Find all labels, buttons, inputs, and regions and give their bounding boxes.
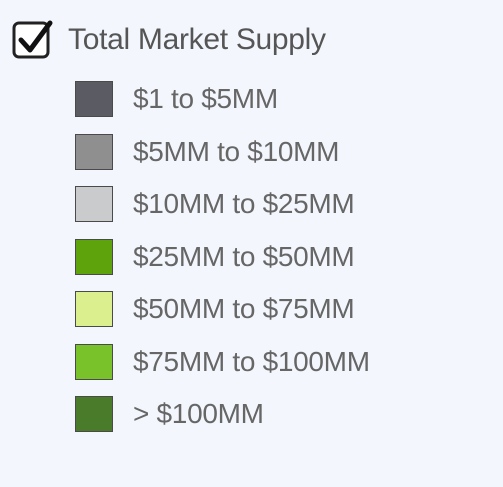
legend-swatch — [75, 396, 113, 432]
legend-swatch — [75, 81, 113, 117]
legend-label: $1 to $5MM — [133, 83, 278, 114]
legend-item: $75MM to $100MM — [75, 342, 370, 382]
checkbox[interactable] — [12, 19, 54, 61]
legend-label: $5MM to $10MM — [133, 135, 340, 167]
legend-label: $10MM to $25MM — [133, 188, 355, 219]
legend-swatch — [75, 291, 113, 327]
legend-item: > $100MM — [75, 394, 264, 434]
legend-label: $25MM to $50MM — [133, 240, 355, 272]
legend-item: $10MM to $25MM — [75, 184, 355, 224]
legend-title: Total Market Supply — [68, 23, 326, 56]
legend-item: $5MM to $10MM — [75, 132, 339, 172]
checkmark — [18, 20, 53, 53]
legend-item: $50MM to $75MM — [75, 289, 355, 329]
legend-label: > $100MM — [133, 398, 264, 429]
legend-header[interactable]: Total Market Supply — [12, 18, 326, 62]
legend-label: $75MM to $100MM — [133, 345, 370, 377]
legend-swatch — [75, 343, 113, 380]
legend-label: $50MM to $75MM — [133, 293, 355, 324]
legend-item: $25MM to $50MM — [75, 237, 355, 277]
legend-item: $1 to $5MM — [75, 79, 278, 119]
legend-swatch — [75, 238, 113, 275]
legend-swatch — [75, 186, 113, 222]
legend-swatch — [75, 133, 113, 170]
checkbox-frame — [12, 21, 50, 59]
